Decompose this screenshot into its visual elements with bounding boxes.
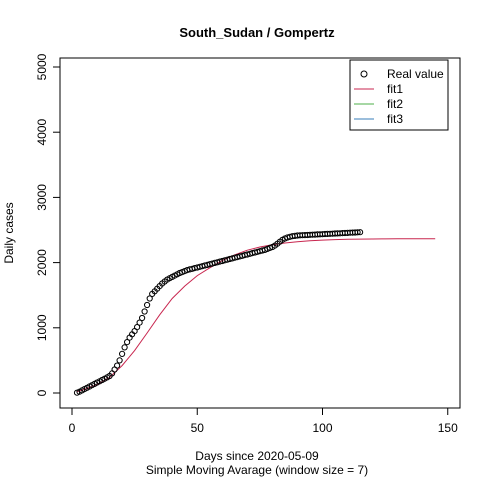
x-tick-label: 0 bbox=[69, 421, 76, 435]
y-tick-label: 5000 bbox=[35, 53, 49, 80]
legend-label-fit3: fit3 bbox=[387, 112, 403, 126]
x-tick-label: 150 bbox=[438, 421, 458, 435]
fit-lines bbox=[76, 238, 436, 393]
data-point bbox=[124, 339, 131, 346]
x-axis-title: Days since 2020-05-09 bbox=[195, 449, 319, 463]
chart-title: South_Sudan / Gompertz bbox=[179, 25, 335, 40]
y-tick-label: 2000 bbox=[35, 249, 49, 276]
y-axis: 0 1000 2000 3000 4000 5000 bbox=[35, 53, 61, 396]
x-axis: 0 50 100 150 bbox=[69, 407, 458, 435]
x-tick-label: 50 bbox=[191, 421, 205, 435]
y-tick-label: 4000 bbox=[35, 119, 49, 146]
legend: Real value fit1 fit2 fit3 bbox=[349, 59, 449, 131]
y-tick-label: 0 bbox=[35, 389, 49, 396]
data-point bbox=[146, 295, 153, 302]
x-axis-subtitle: Simple Moving Avarage (window size = 7) bbox=[146, 463, 368, 477]
data-point bbox=[141, 308, 148, 315]
data-point bbox=[116, 357, 123, 364]
data-point bbox=[354, 229, 361, 236]
y-tick-label: 1000 bbox=[35, 314, 49, 341]
data-point bbox=[136, 319, 143, 326]
data-point bbox=[139, 314, 146, 322]
data-point bbox=[119, 350, 126, 357]
series-line-fit1 bbox=[76, 238, 436, 393]
y-tick-label: 3000 bbox=[35, 184, 49, 211]
data-point bbox=[121, 344, 128, 351]
data-point bbox=[114, 362, 121, 369]
x-tick-label: 100 bbox=[312, 421, 332, 435]
data-point bbox=[357, 229, 364, 236]
legend-label-real-value: Real value bbox=[387, 67, 444, 81]
legend-label-fit2: fit2 bbox=[387, 97, 403, 111]
data-point bbox=[144, 301, 151, 309]
legend-marker-real-value bbox=[360, 70, 368, 78]
legend-label-fit1: fit1 bbox=[387, 82, 403, 96]
y-axis-title: Daily cases bbox=[2, 202, 16, 263]
real-value-points bbox=[73, 229, 364, 396]
data-point bbox=[134, 324, 141, 331]
